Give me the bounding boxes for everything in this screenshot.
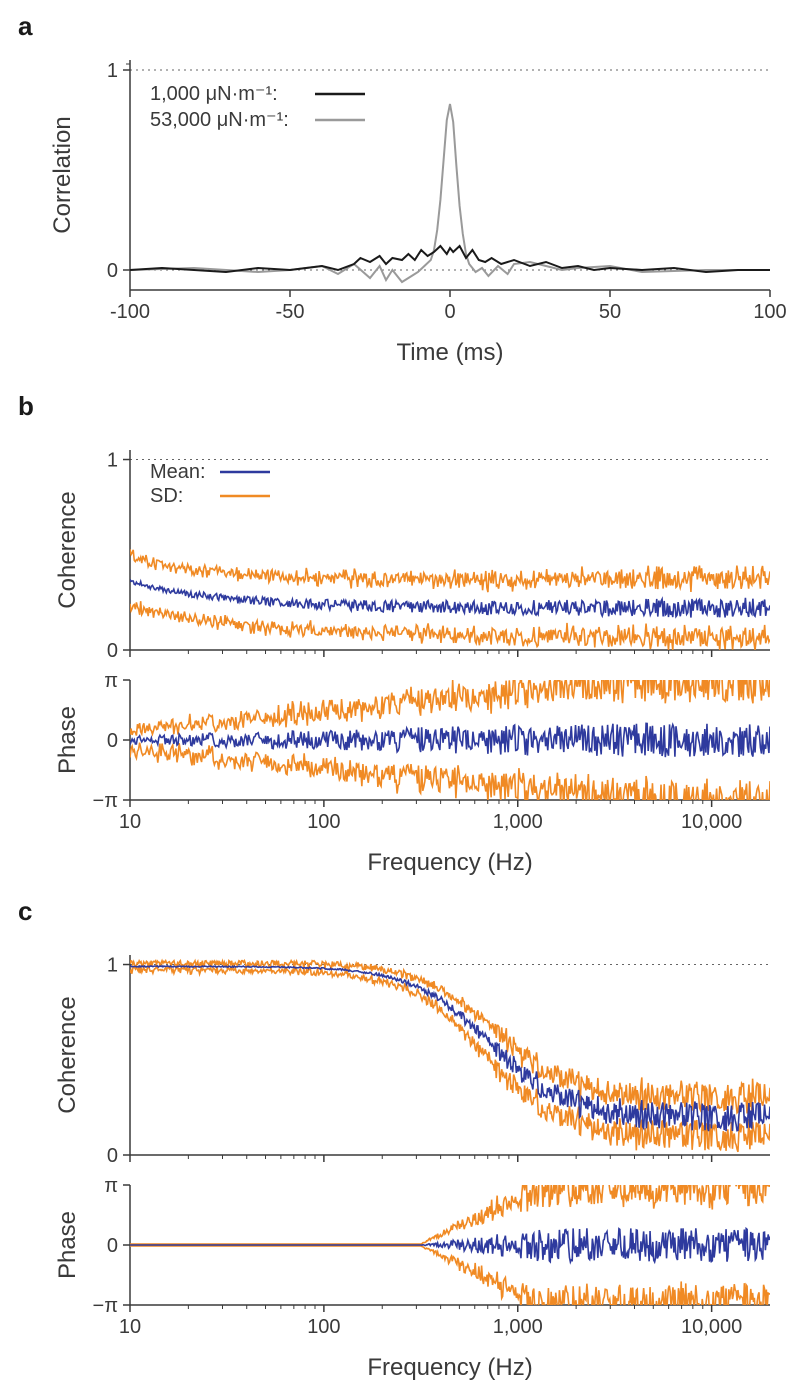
- panel-label-b: b: [18, 391, 34, 421]
- panel-label-c: c: [18, 896, 32, 926]
- panel-b-legend-text-0: Mean:: [150, 461, 206, 483]
- svg-text:−π: −π: [93, 790, 118, 812]
- panel-a-legend-text-1: 53,000 μN·m⁻¹:: [150, 109, 289, 131]
- panel-a-ylabel: Correlation: [49, 116, 76, 233]
- svg-text:π: π: [104, 670, 118, 692]
- svg-text:100: 100: [307, 811, 340, 833]
- svg-text:0: 0: [107, 730, 118, 752]
- svg-text:10,000: 10,000: [681, 811, 742, 833]
- svg-text:1,000: 1,000: [493, 1316, 543, 1338]
- svg-text:1,000: 1,000: [493, 811, 543, 833]
- svg-text:1: 1: [107, 450, 118, 472]
- svg-text:1: 1: [107, 60, 118, 82]
- svg-text:0: 0: [107, 1235, 118, 1257]
- panel-b-coh-ylabel: Coherence: [54, 491, 81, 608]
- figure-svg: a01-100-50050100Time (ms)Correlation1,00…: [0, 0, 800, 1397]
- panel-b-legend-text-1: SD:: [150, 485, 183, 507]
- svg-text:10: 10: [119, 811, 141, 833]
- panel-a-xlabel: Time (ms): [396, 339, 503, 366]
- svg-text:π: π: [104, 1175, 118, 1197]
- panel-b-phase-ylabel: Phase: [54, 706, 81, 774]
- panel-c-phase-ylabel: Phase: [54, 1211, 81, 1279]
- panel-b-xlabel: Frequency (Hz): [367, 849, 532, 876]
- svg-text:10,000: 10,000: [681, 1316, 742, 1338]
- svg-text:−π: −π: [93, 1295, 118, 1317]
- svg-text:-50: -50: [276, 301, 305, 323]
- panel-a-legend-text-0: 1,000 μN·m⁻¹:: [150, 83, 278, 105]
- svg-text:0: 0: [107, 260, 118, 282]
- svg-text:1: 1: [107, 955, 118, 977]
- svg-text:-100: -100: [110, 301, 150, 323]
- panel-c-xlabel: Frequency (Hz): [367, 1354, 532, 1381]
- svg-text:10: 10: [119, 1316, 141, 1338]
- svg-text:0: 0: [107, 640, 118, 662]
- svg-text:0: 0: [107, 1145, 118, 1167]
- svg-text:0: 0: [444, 301, 455, 323]
- panel-label-a: a: [18, 11, 33, 41]
- svg-text:100: 100: [753, 301, 786, 323]
- svg-text:50: 50: [599, 301, 621, 323]
- panel-c-coh-ylabel: Coherence: [54, 996, 81, 1113]
- svg-text:100: 100: [307, 1316, 340, 1338]
